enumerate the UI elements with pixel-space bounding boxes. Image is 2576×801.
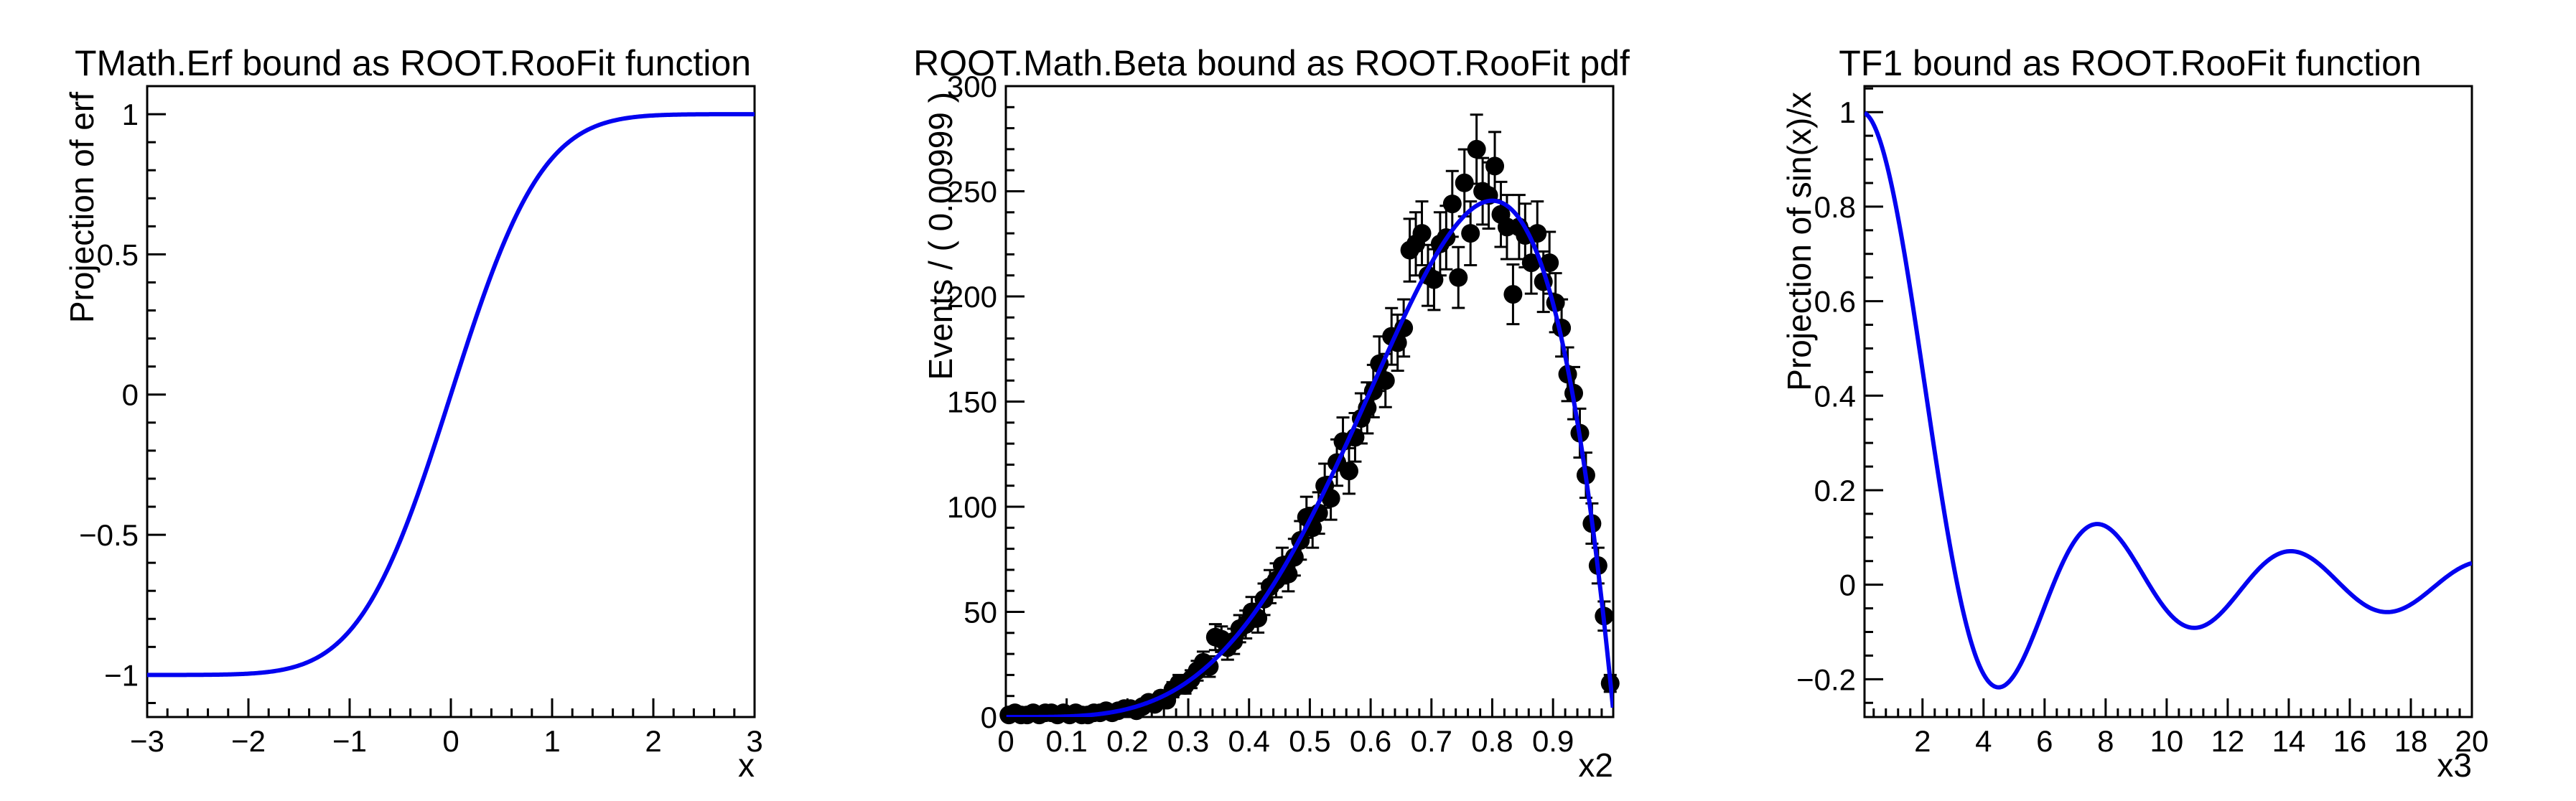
- data-point: [1461, 224, 1480, 243]
- y-tick-label: 200: [947, 280, 997, 314]
- y-tick-label: 300: [947, 70, 997, 103]
- x-axis-title: x3: [2437, 746, 2472, 784]
- y-tick-label: 150: [947, 385, 997, 419]
- y-tick-label: −1: [104, 658, 139, 692]
- y-tick-label: 0: [1839, 568, 1856, 602]
- y-tick-label: 0.4: [1814, 379, 1856, 413]
- plot-svg-erf: −3 −2 −1 0 1 2 3 −1 −0.5 0 0.5 1 TMath.Erf bound as…: [63, 43, 763, 784]
- x-tick-label: 0.4: [1228, 724, 1270, 758]
- x-tick-label: 0.7: [1411, 724, 1452, 758]
- x-tick-label: 18: [2394, 724, 2428, 758]
- x-tick-label: −1: [332, 724, 367, 758]
- y-tick-label: 0.5: [97, 238, 139, 271]
- canvas-erf: −3 −2 −1 0 1 2 3 −1 −0.5 0 0.5 1 TMath.Erf bound as…: [0, 0, 859, 801]
- y-axis: −1 −0.5 0 0.5 1: [79, 85, 166, 704]
- x-tick-label: 0: [442, 724, 459, 758]
- x-tick-label: 4: [1975, 724, 1992, 758]
- plot-layer: 0 0.1 0.2 0.3 0.4 0.5 0.6 0.7 0.8 0.9 0 50 100 150 200…: [947, 70, 1620, 758]
- data-point: [1376, 371, 1395, 390]
- data-point: [1467, 139, 1486, 159]
- plot-frame: [1004, 85, 1615, 718]
- plot-layer: −3 −2 −1 0 1 2 3 −1 −0.5 0 0.5 1: [79, 85, 763, 758]
- function-curve: [1865, 111, 2472, 690]
- x-tick-label: 10: [2150, 724, 2184, 758]
- chart-title: TF1 bound as ROOT.RooFit function: [1839, 43, 2421, 83]
- x-tick-label: 0.3: [1167, 724, 1209, 758]
- y-tick-label: 50: [963, 596, 997, 629]
- function-curve: [147, 112, 755, 678]
- chart-title: TMath.Erf bound as ROOT.RooFit function: [75, 43, 751, 83]
- y-tick-label: −0.2: [1796, 662, 1856, 696]
- data-point: [1540, 253, 1559, 273]
- y-axis-title: Events / ( 0.00999 ): [922, 92, 959, 380]
- x-tick-label: 0.5: [1289, 724, 1330, 758]
- data-point: [1321, 489, 1340, 508]
- y-tick-label: 0.2: [1814, 474, 1856, 507]
- x-axis: 2 4 6 8 10 12 14 16 18 20: [1872, 698, 2489, 758]
- data-point: [1449, 268, 1468, 287]
- y-tick-label: 100: [947, 490, 997, 524]
- x-tick-label: 0.8: [1471, 724, 1513, 758]
- y-tick-label: 1: [122, 98, 139, 131]
- y-tick-label: 0: [122, 378, 139, 412]
- x-tick-label: 0.9: [1532, 724, 1574, 758]
- y-tick-label: −0.5: [79, 518, 139, 552]
- y-tick-label: 1: [1839, 95, 1856, 129]
- x-tick-label: 16: [2333, 724, 2367, 758]
- x-tick-label: 0.6: [1350, 724, 1391, 758]
- data-point: [1503, 285, 1523, 304]
- x-tick-label: 1: [543, 724, 560, 758]
- canvas-sinc: 2 4 6 8 10 12 14 16 18 20 −0.2 0 0.2 0.4 0.6 0.8 1 TF1 b…: [1717, 0, 2576, 801]
- y-tick-label: 0.8: [1814, 190, 1856, 224]
- plot-frame: [1863, 85, 2473, 718]
- x-tick-label: 0.2: [1106, 724, 1148, 758]
- y-axis-title: Projection of erf: [63, 92, 101, 323]
- x-tick-label: −3: [130, 724, 164, 758]
- x-axis-title: x2: [1578, 746, 1613, 784]
- x-tick-label: 2: [645, 724, 661, 758]
- x-tick-label: 14: [2272, 724, 2306, 758]
- x-tick-label: 12: [2211, 724, 2245, 758]
- data-point: [1521, 253, 1541, 273]
- y-tick-label: 250: [947, 175, 997, 209]
- function-curve: [1006, 198, 1613, 717]
- canvas-beta: 0 0.1 0.2 0.3 0.4 0.5 0.6 0.7 0.8 0.9 0 50 100 150 200…: [859, 0, 1717, 801]
- x-axis: 0 0.1 0.2 0.3 0.4 0.5 0.6 0.7 0.8 0.9: [997, 698, 1603, 758]
- x-tick-label: 3: [746, 724, 762, 758]
- x-axis-title: x: [738, 746, 755, 784]
- x-tick-label: 6: [2036, 724, 2053, 758]
- y-axis: −0.2 0 0.2 0.4 0.6 0.8 1: [1796, 87, 1883, 704]
- y-tick-label: 0.6: [1814, 285, 1856, 319]
- x-tick-label: −2: [231, 724, 266, 758]
- plot-svg-sinc: 2 4 6 8 10 12 14 16 18 20 −0.2 0 0.2 0.4 0.6 0.8 1 TF1 b…: [1781, 43, 2489, 784]
- y-axis-title: Projection of sin(x)/x: [1781, 92, 1818, 391]
- data-point: [1339, 462, 1358, 481]
- chart-title: ROOT.Math.Beta bound as ROOT.RooFit pdf: [913, 43, 1630, 83]
- x-tick-label: 0.1: [1045, 724, 1087, 758]
- x-tick-label: 8: [2097, 724, 2114, 758]
- x-tick-label: 20: [2455, 724, 2489, 758]
- data-point: [1485, 156, 1505, 176]
- x-tick-label: 2: [1914, 724, 1931, 758]
- data-point: [1455, 173, 1474, 192]
- plot-svg-beta: 0 0.1 0.2 0.3 0.4 0.5 0.6 0.7 0.8 0.9 0 50 100 150 200…: [913, 43, 1630, 784]
- y-tick-label: 0: [981, 701, 997, 734]
- data-point: [1412, 224, 1432, 243]
- data-points: [999, 113, 1620, 725]
- data-point: [1284, 548, 1304, 567]
- data-point: [1442, 195, 1462, 214]
- plot-layer: 2 4 6 8 10 12 14 16 18 20 −0.2 0 0.2 0.4 0.6 0.8 1: [1796, 85, 2489, 758]
- x-tick-label: 0: [997, 724, 1014, 758]
- x-axis: −3 −2 −1 0 1 2 3: [130, 698, 763, 758]
